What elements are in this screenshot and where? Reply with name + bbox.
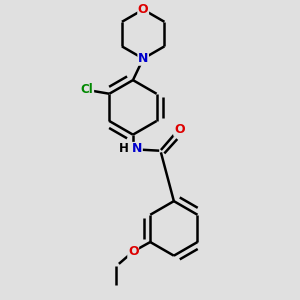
Text: N: N [138,52,148,65]
Text: O: O [174,123,184,136]
Text: O: O [138,3,148,16]
Text: Cl: Cl [81,83,94,96]
Text: N: N [132,142,142,155]
Text: O: O [128,245,139,258]
Text: H: H [118,142,128,155]
